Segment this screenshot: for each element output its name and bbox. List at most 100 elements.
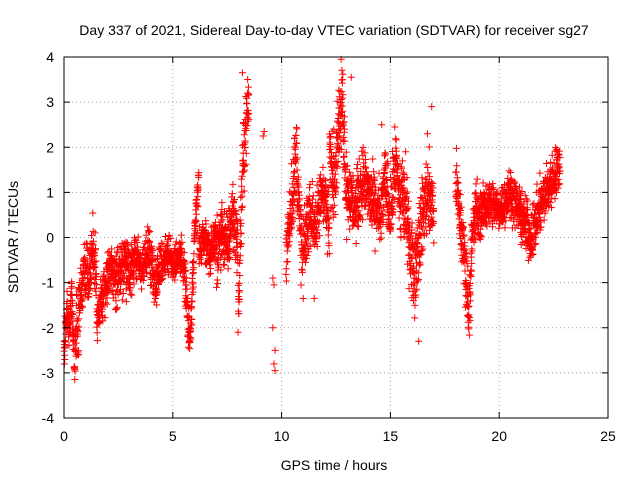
data-point [225,255,233,263]
data-point [339,94,347,102]
data-point [468,267,476,275]
data-point [230,195,238,203]
x-tick-label: 10 [274,428,290,444]
data-point [76,285,84,293]
data-point [477,233,485,241]
data-point [529,251,537,259]
data-point [293,179,301,187]
data-point [373,225,381,233]
data-point [296,191,304,199]
data-point [282,277,290,285]
data-point [522,245,530,253]
y-tick-label: 4 [46,49,54,65]
data-point [502,217,510,225]
data-point [327,133,335,141]
data-point [354,161,362,169]
data-point [144,223,152,231]
data-point [400,171,408,179]
data-point [412,291,420,299]
data-point [260,127,268,135]
data-point [91,229,99,237]
data-point [285,241,293,249]
data-point [228,190,236,198]
data-points [60,55,564,384]
data-point [146,228,154,236]
data-point [307,203,315,211]
data-point [331,175,339,183]
data-point [326,134,334,142]
data-point [194,193,202,201]
data-point [323,201,331,209]
data-point [464,262,472,270]
data-point [302,258,310,266]
data-point [229,180,237,188]
data-point [382,150,390,158]
data-point [178,245,186,253]
data-point [192,217,200,225]
x-tick-label: 20 [491,428,507,444]
data-point [542,160,550,168]
data-point [294,173,302,181]
data-point [530,234,538,242]
data-point [379,212,387,220]
data-point [429,184,437,192]
data-point [397,164,405,172]
data-point [330,125,338,133]
data-point [210,247,218,255]
data-point [343,162,351,170]
data-point [402,148,410,156]
data-point [241,143,249,151]
data-point [298,268,306,276]
data-point [181,260,189,268]
data-point [235,310,243,318]
data-point [416,258,424,266]
data-point [241,166,249,174]
data-point [213,276,221,284]
data-point [236,216,244,224]
data-point [284,258,292,266]
data-point [536,213,544,221]
data-point [352,239,360,247]
data-point [327,145,335,153]
data-point [182,281,190,289]
data-point [537,216,545,224]
data-point [378,207,386,215]
data-point [292,177,300,185]
data-point [238,192,246,200]
data-point [556,180,564,188]
data-point [189,259,197,267]
data-point [191,216,199,224]
data-point [333,179,341,187]
data-point [102,299,110,307]
data-point [383,177,391,185]
data-point [452,144,460,152]
data-point [551,195,559,203]
data-point [226,254,234,262]
data-point [72,339,80,347]
data-point [532,229,540,237]
data-point [381,149,389,157]
data-point [468,247,476,255]
data-point [508,200,516,208]
data-point [392,144,400,152]
data-point [236,272,244,280]
data-point [480,188,488,196]
data-point [378,121,386,129]
data-point [404,203,412,211]
data-point [69,311,77,319]
data-point [235,296,243,304]
data-point [303,239,311,247]
data-point [452,168,460,176]
data-point [181,278,189,286]
data-point [61,356,69,364]
data-point [234,226,242,234]
data-point [410,280,418,288]
data-point [398,157,406,165]
data-point [482,219,490,227]
data-point [333,97,341,105]
data-point [473,175,481,183]
data-point [270,281,278,289]
data-point [293,139,301,147]
data-point [465,331,473,339]
data-point [152,291,160,299]
